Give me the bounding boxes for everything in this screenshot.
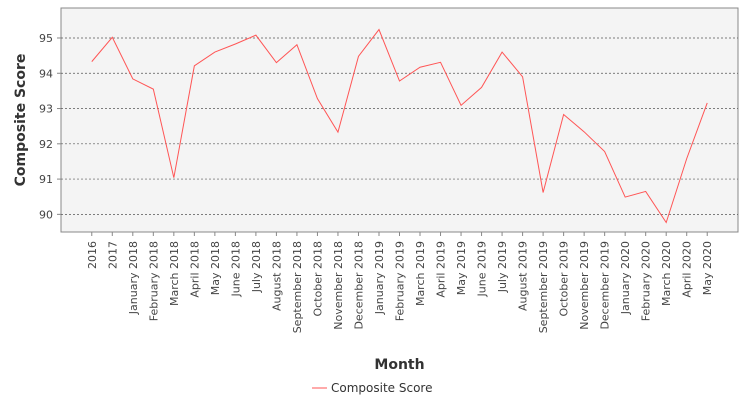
x-tick-label: September 2019 (537, 241, 550, 333)
x-tick-label: May 2019 (455, 241, 468, 295)
x-tick-label: February 2019 (394, 241, 407, 321)
y-tick-label: 95 (39, 32, 53, 45)
x-tick-label: April 2018 (188, 241, 201, 298)
x-axis-title: Month (374, 357, 424, 373)
x-tick-label: March 2019 (414, 241, 427, 306)
x-tick-label: October 2019 (558, 241, 571, 317)
plot-area (60, 7, 739, 233)
x-tick-label: December 2018 (352, 241, 365, 330)
x-tick-label: 2017 (106, 241, 119, 269)
x-tick-label: September 2018 (291, 241, 304, 333)
legend: Composite Score (312, 381, 432, 395)
x-tick-label: March 2020 (660, 241, 673, 306)
x-tick-label: January 2019 (373, 241, 386, 315)
x-tick-label: February 2018 (147, 241, 160, 321)
x-tick-label: April 2019 (435, 241, 448, 298)
x-tick-label: May 2020 (701, 241, 714, 295)
x-tick-label: July 2018 (250, 241, 263, 293)
x-tick-label: November 2018 (332, 241, 345, 330)
x-axis: 2016 2017 January 2018 February 2018 March 2… (86, 232, 714, 333)
x-tick-label: June 2019 (476, 241, 489, 297)
x-tick-label: December 2019 (599, 241, 612, 330)
x-tick-label: January 2020 (619, 241, 632, 315)
x-tick-label: July 2019 (496, 241, 509, 293)
x-tick-label: October 2018 (311, 241, 324, 317)
x-tick-label: May 2018 (209, 241, 222, 295)
gridlines (61, 37, 738, 215)
y-tick-label: 91 (39, 173, 53, 186)
y-axis-title: Composite Score (13, 54, 29, 187)
series-line-composite-score (91, 28, 708, 224)
y-tick-label: 92 (39, 138, 53, 151)
y-axis: 90 91 92 93 94 95 (39, 32, 61, 221)
x-tick-label: August 2018 (270, 241, 283, 311)
x-tick-label: June 2018 (229, 241, 242, 297)
x-tick-label: February 2020 (640, 241, 653, 321)
y-tick-label: 93 (39, 103, 53, 116)
y-tick-label: 94 (39, 67, 53, 80)
x-tick-label: April 2020 (681, 241, 694, 298)
x-tick-label: January 2018 (127, 241, 140, 315)
x-tick-label: 2016 (86, 241, 99, 269)
legend-label: Composite Score (331, 381, 432, 395)
x-tick-label: November 2019 (578, 241, 591, 330)
y-tick-label: 90 (39, 208, 53, 221)
x-tick-label: August 2019 (517, 241, 530, 311)
x-tick-label: March 2018 (168, 241, 181, 306)
